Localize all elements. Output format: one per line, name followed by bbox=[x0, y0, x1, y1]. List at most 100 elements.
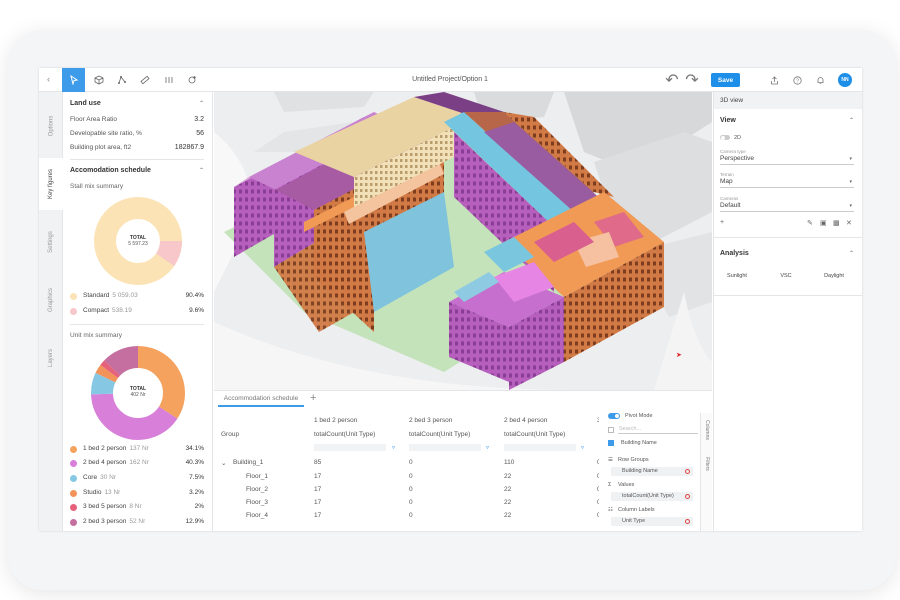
remove-chip-icon[interactable] bbox=[685, 494, 690, 499]
group-header[interactable]: Group bbox=[221, 431, 240, 438]
bell-icon[interactable] bbox=[813, 73, 827, 87]
panel-header: 3D view bbox=[714, 92, 862, 109]
tab-layers[interactable]: Layers bbox=[47, 348, 54, 368]
col-filter-input[interactable] bbox=[409, 444, 481, 451]
unit-slice-2 bbox=[91, 346, 185, 440]
values-chip[interactable]: totalCount(Unit Type) bbox=[611, 492, 693, 501]
cube-icon[interactable] bbox=[87, 68, 110, 92]
chevron-up-icon[interactable]: ⌃ bbox=[198, 168, 204, 174]
filter-icon[interactable]: ▿ bbox=[486, 445, 490, 451]
col-subheader[interactable]: totalCount(Unit Type) bbox=[504, 431, 566, 438]
land-use-title: Land use bbox=[70, 100, 101, 107]
chevron-left-icon[interactable]: ‹ bbox=[47, 74, 50, 84]
polyline-icon[interactable] bbox=[110, 68, 133, 92]
avatar[interactable]: NN bbox=[838, 73, 852, 87]
legend-dot-icon bbox=[70, 475, 77, 482]
camera-type-select[interactable]: Perspective ▾ bbox=[720, 155, 854, 165]
col-header[interactable]: 1 bed 2 person bbox=[314, 417, 358, 424]
divider bbox=[70, 159, 204, 160]
expand-chevron-icon[interactable]: ⌄ bbox=[221, 460, 227, 467]
row-group-chip[interactable]: Building Name bbox=[611, 467, 693, 476]
save-button[interactable]: Save bbox=[711, 73, 740, 87]
col-filter-input[interactable] bbox=[504, 444, 576, 451]
remove-chip-icon[interactable] bbox=[685, 519, 690, 524]
building-name-checkbox[interactable] bbox=[608, 440, 614, 446]
redo-icon[interactable]: ↷ bbox=[685, 72, 699, 89]
svg-text:?: ? bbox=[796, 78, 799, 84]
unit-slice-1 bbox=[91, 346, 185, 440]
cameras-select[interactable]: Default ▾ bbox=[720, 202, 854, 212]
unit-slice-5 bbox=[91, 346, 185, 440]
pivot-mode-toggle[interactable] bbox=[608, 413, 620, 419]
column-labels-label: Column Labels bbox=[618, 507, 655, 513]
plot-area-label: Building plot area, ft2 bbox=[70, 144, 132, 151]
share-icon[interactable] bbox=[767, 73, 781, 87]
help-icon[interactable]: ? bbox=[790, 73, 804, 87]
col-subheader[interactable]: totalCount(Unit Type) bbox=[314, 431, 376, 438]
plot-area-value: 182867.9 bbox=[174, 144, 204, 151]
far-value: 3.2 bbox=[194, 116, 204, 123]
unit-legend-studio: Studio 13 Nr 3.2% bbox=[70, 489, 204, 499]
3d-viewport[interactable] bbox=[214, 92, 712, 390]
remove-chip-icon[interactable] bbox=[685, 469, 690, 474]
undo-icon[interactable]: ↶ bbox=[665, 72, 679, 89]
values-icon: Σ bbox=[608, 482, 612, 488]
tab-accommodation-schedule[interactable]: Accommodation schedule bbox=[218, 395, 304, 407]
add-camera-icon[interactable]: + bbox=[720, 219, 725, 226]
far-label: Floor Area Ratio bbox=[70, 116, 117, 123]
tab-filters[interactable]: Filters bbox=[704, 457, 710, 471]
pencil-icon[interactable]: ✎ bbox=[807, 220, 813, 227]
unit-legend-core: Core 30 Nr 7.5% bbox=[70, 474, 204, 484]
filter-icon[interactable]: ▿ bbox=[581, 445, 585, 451]
col-filter-input[interactable] bbox=[314, 444, 386, 451]
plus-icon[interactable]: + bbox=[310, 392, 317, 404]
2d-toggle[interactable] bbox=[720, 135, 730, 140]
accommodation-title: Accomodation schedule bbox=[70, 167, 151, 174]
ruler-icon[interactable] bbox=[133, 68, 156, 92]
trash-icon[interactable]: ✕ bbox=[846, 220, 852, 227]
daylight-button[interactable]: Daylight bbox=[824, 273, 844, 279]
legend-dot-icon bbox=[70, 519, 77, 526]
site-ratio-value: 56 bbox=[196, 130, 204, 137]
monitor-icon[interactable]: ▣ bbox=[820, 220, 827, 227]
3d-building-model bbox=[214, 92, 712, 390]
column-labels-icon: ☷ bbox=[608, 507, 613, 513]
2d-label: 2D bbox=[734, 135, 742, 141]
vsc-button[interactable]: VSC bbox=[780, 273, 792, 279]
columns-icon[interactable] bbox=[157, 68, 180, 92]
app-window: ‹ Untitled Project/Option 1 ↶ ↷ Save ? bbox=[39, 68, 862, 531]
col-header[interactable]: 2 bed 4 person bbox=[504, 417, 548, 424]
tab-key-figures[interactable]: Key figures bbox=[39, 158, 63, 210]
tab-graphics[interactable]: Graphics bbox=[48, 287, 55, 313]
floppy-save-icon[interactable]: ▩ bbox=[833, 220, 840, 227]
top-toolbar: ‹ Untitled Project/Option 1 ↶ ↷ Save ? bbox=[39, 68, 862, 92]
site-ratio-label: Developable site ratio, % bbox=[70, 130, 142, 137]
select-cursor-icon[interactable] bbox=[62, 68, 85, 92]
tab-options[interactable]: Options bbox=[48, 115, 54, 137]
legend-dot-icon bbox=[70, 308, 77, 315]
column-search-input[interactable]: Search... bbox=[618, 426, 698, 434]
col-header[interactable]: 2 bed 3 person bbox=[409, 417, 453, 424]
dropdown-arrow-icon: ▾ bbox=[849, 203, 852, 209]
tab-columns[interactable]: Columns bbox=[704, 420, 711, 440]
col-subheader[interactable]: totalCount(Unit Type) bbox=[409, 431, 471, 438]
grid-side-tabs: Columns Filters bbox=[700, 413, 712, 531]
chevron-up-icon[interactable]: ⌃ bbox=[198, 101, 204, 107]
chevron-up-icon[interactable]: ⌃ bbox=[848, 251, 854, 257]
unit-total: TOTAL 402 Nr bbox=[129, 386, 147, 398]
cameras-label: Cameras bbox=[720, 196, 739, 201]
column-label-chip[interactable]: Unit Type bbox=[611, 517, 693, 526]
chevron-up-icon[interactable]: ⌃ bbox=[848, 118, 854, 124]
divider bbox=[714, 237, 862, 238]
unit-legend-2bed3p: 2 bed 3 person 52 Nr 12.9% bbox=[70, 518, 204, 528]
unit-legend-3bed5p: 3 bed 5 person 8 Nr 2% bbox=[70, 503, 204, 513]
select-all-checkbox[interactable] bbox=[608, 427, 614, 433]
filter-icon[interactable]: ▿ bbox=[392, 445, 396, 451]
project-title: Untitled Project/Option 1 bbox=[412, 76, 488, 83]
compass-icon[interactable]: ➤ bbox=[676, 352, 682, 359]
stall-legend-standard: Standard 5 059.03 90.4% bbox=[70, 292, 204, 302]
sun-orbit-icon[interactable] bbox=[180, 68, 203, 92]
tab-settings[interactable]: Settings bbox=[48, 231, 54, 253]
terrain-select[interactable]: Map ▾ bbox=[720, 178, 854, 188]
sunlight-button[interactable]: Sunlight bbox=[727, 273, 747, 279]
